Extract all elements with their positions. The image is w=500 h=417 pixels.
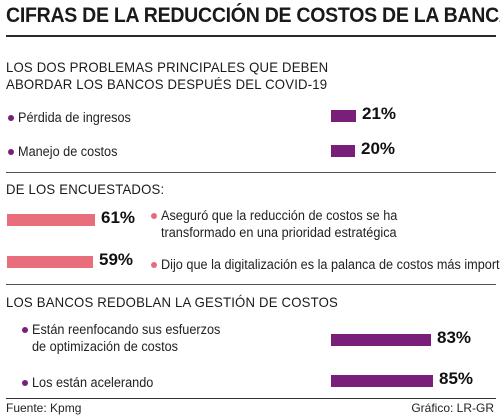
title-rule [6,35,496,37]
value-acelerando: 85% [439,369,474,388]
value-manejo-de-costos: 20% [361,139,396,158]
bar-manejo-de-costos [331,145,355,157]
value-reenfocando: 83% [437,328,472,347]
item-acelerando-label: Los están acelerando [32,375,154,390]
bar-reenfocando [331,334,431,346]
footer-rule [6,398,496,399]
value-reduccion-prioridad: 61% [101,208,136,227]
section-divider [6,172,496,173]
bar-acelerando [331,375,433,387]
bar-reduccion-prioridad [7,214,95,226]
footer-source: Fuente: Kpmg [6,401,82,415]
section-1-title-line-2: ABORDAR LOS BANCOS DESPUÉS DEL COVID-19 [6,76,328,92]
bar-perdida-de-ingresos [331,110,356,122]
item-reduccion-prioridad-line-1: Aseguró que la reducción de costos se ha [161,208,398,223]
section-2-title: DE LOS ENCUESTADOS: [6,181,165,197]
section-1-title-line-1: LOS DOS PROBLEMAS PRINCIPALES QUE DEBEN [6,59,329,75]
value-digitalizacion: 59% [99,250,134,269]
section-divider [6,284,496,285]
item-digitalizacion-label: Dijo que la digitalización es la palanca… [161,257,500,272]
bullet-icon [8,149,14,155]
bullet-icon [22,380,28,386]
item-reenfocando-line-1: Están reenfocando sus esfuerzos [32,322,221,337]
item-manejo-de-costos-label: Manejo de costos [18,144,118,159]
bullet-icon [8,115,14,121]
bullet-icon [151,262,157,268]
item-reduccion-prioridad-line-2: transformado en una prioridad estratégic… [161,225,397,240]
bullet-icon [22,327,28,333]
bullet-icon [151,213,157,219]
item-reenfocando-line-2: de optimización de costos [32,339,179,354]
item-perdida-de-ingresos-label: Pérdida de ingresos [18,110,131,125]
chart-title: CIFRAS DE LA REDUCCIÓN DE COSTOS DE LA B… [6,4,500,27]
footer-credit: Gráfico: LR-GR [411,401,494,415]
value-perdida-de-ingresos: 21% [362,104,397,123]
bar-digitalizacion [7,256,93,268]
section-3-title: LOS BANCOS REDOBLAN LA GESTIÓN DE COSTOS [6,294,338,310]
